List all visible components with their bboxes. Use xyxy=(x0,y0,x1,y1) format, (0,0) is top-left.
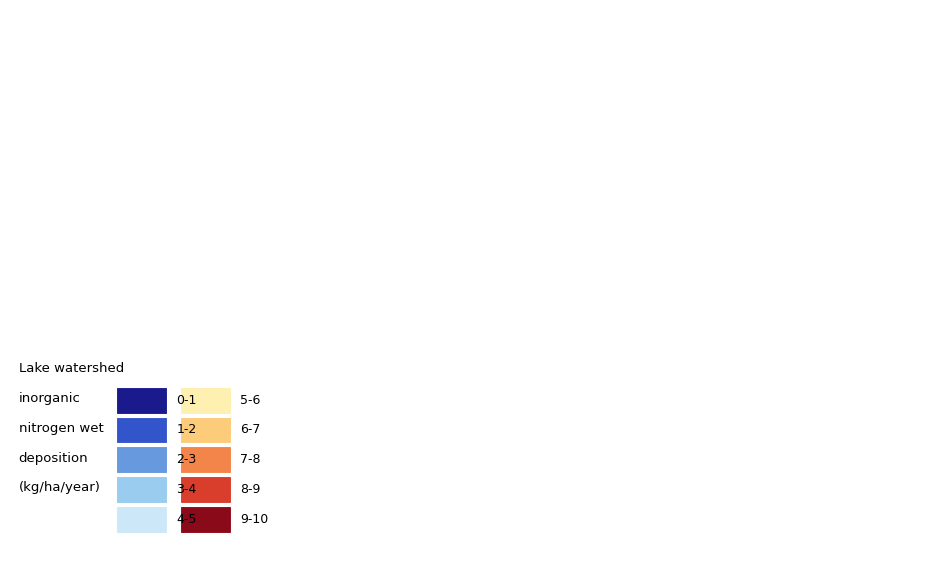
Text: 8-9: 8-9 xyxy=(240,483,260,496)
Text: inorganic: inorganic xyxy=(19,392,81,405)
Text: 9-10: 9-10 xyxy=(240,513,268,526)
Text: 1-2: 1-2 xyxy=(176,423,197,437)
Bar xyxy=(180,417,231,443)
Bar xyxy=(116,387,167,413)
Bar xyxy=(180,476,231,503)
Text: deposition: deposition xyxy=(19,451,88,464)
Text: 2-3: 2-3 xyxy=(176,453,197,466)
Bar xyxy=(180,387,231,413)
Text: 5-6: 5-6 xyxy=(240,394,260,407)
Text: nitrogen wet: nitrogen wet xyxy=(19,421,103,435)
Text: 7-8: 7-8 xyxy=(240,453,260,466)
Bar xyxy=(116,506,167,533)
Bar xyxy=(180,446,231,473)
Bar xyxy=(180,506,231,533)
Bar xyxy=(116,417,167,443)
Bar xyxy=(116,446,167,473)
Text: (kg/ha/year): (kg/ha/year) xyxy=(19,481,100,494)
Text: 0-1: 0-1 xyxy=(176,394,197,407)
Bar xyxy=(116,476,167,503)
Text: Lake watershed: Lake watershed xyxy=(19,362,123,375)
Text: 3-4: 3-4 xyxy=(176,483,197,496)
Text: 4-5: 4-5 xyxy=(176,513,197,526)
Text: 6-7: 6-7 xyxy=(240,423,260,437)
